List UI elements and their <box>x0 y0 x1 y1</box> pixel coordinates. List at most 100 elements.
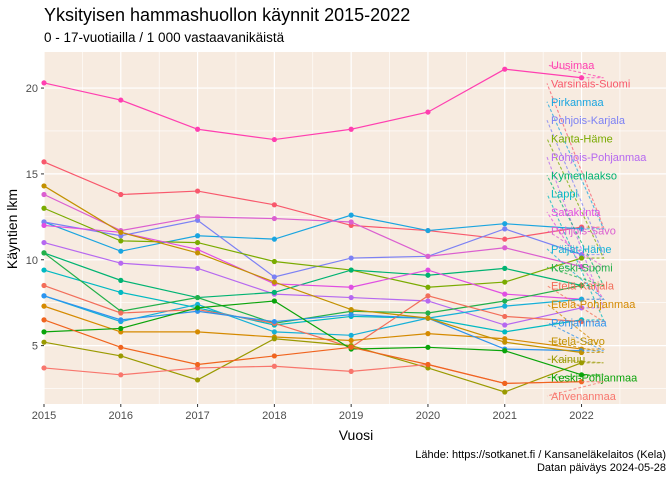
data-point <box>118 260 124 266</box>
series-line <box>43 219 582 278</box>
data-point <box>425 315 431 321</box>
x-tick-label: 2018 <box>262 410 286 422</box>
label-leader-line <box>546 248 605 300</box>
series-label-group: Uusimaa <box>546 60 604 79</box>
data-point <box>348 312 354 318</box>
label-leader-line <box>546 358 604 364</box>
data-point <box>425 272 431 278</box>
data-point <box>194 305 201 311</box>
series-label-group: Kanta-Häme <box>546 134 613 259</box>
data-point <box>271 298 277 304</box>
y-tick-label: 15 <box>26 169 38 181</box>
series-label-group: Pirkanmaa <box>546 97 604 230</box>
data-point <box>348 332 354 338</box>
data-point <box>271 136 277 143</box>
x-tick-label: 2019 <box>339 410 363 422</box>
series-line <box>43 300 582 376</box>
data-point <box>502 279 508 285</box>
series-label-group: Keski-Pohjanmaa <box>546 373 638 385</box>
data-point <box>425 109 431 115</box>
series-label: Etelä-Savo <box>551 336 605 348</box>
label-leader-line <box>546 266 604 287</box>
data-point <box>502 348 508 354</box>
series-line <box>43 252 582 299</box>
data-point <box>502 389 508 395</box>
data-point <box>118 353 124 359</box>
x-tick-label: 2017 <box>185 410 209 422</box>
label-leader-line <box>546 285 606 323</box>
series-line <box>43 185 582 354</box>
y-tick-label: 5 <box>32 341 38 353</box>
data-point <box>425 361 431 368</box>
data-point <box>118 277 124 283</box>
data-point <box>118 191 124 198</box>
series-line <box>43 214 582 252</box>
data-point <box>502 291 508 297</box>
data-point <box>118 310 124 316</box>
series-pirkanmaa <box>41 212 585 254</box>
label-leader-line <box>546 230 606 268</box>
data-point <box>271 353 277 359</box>
data-point <box>41 222 47 229</box>
series-label-group: Ahvenanmaa <box>546 381 617 403</box>
y-axis-title: Käyntien lkm <box>4 189 20 269</box>
data-point <box>118 229 124 235</box>
series-line <box>43 338 582 393</box>
data-point <box>41 365 47 371</box>
data-point <box>41 239 47 246</box>
data-point <box>425 293 431 299</box>
data-point <box>348 284 354 290</box>
label-leader-line <box>546 381 604 397</box>
data-point <box>118 317 124 323</box>
data-point <box>41 250 47 256</box>
data-point <box>41 303 47 309</box>
data-point <box>348 294 354 301</box>
series-label: Keski-Pohjanmaa <box>551 373 638 385</box>
series-label: Päijät-Häme <box>551 244 612 256</box>
series-label-group: Pohjois-Pohjanmaa <box>546 152 647 309</box>
series-label-group: Pohjanmaa <box>546 317 608 352</box>
series-label: Pohjois-Pohjanmaa <box>551 152 647 164</box>
data-point <box>41 80 47 86</box>
data-point <box>194 214 201 220</box>
data-point <box>271 236 277 242</box>
x-tick-label: 2021 <box>492 410 516 422</box>
data-point <box>502 303 508 309</box>
y-axis: 5 10 15 20 <box>26 83 44 353</box>
series-label: Keski-Suomi <box>551 262 613 274</box>
data-point <box>348 267 354 273</box>
data-point <box>502 66 508 72</box>
data-point <box>271 363 277 369</box>
label-leader-line <box>546 156 605 309</box>
series-labels: Uusimaa Varsinais-Suomi Pirkanmaa Pohjois-K… <box>546 60 647 403</box>
data-point <box>41 329 47 335</box>
series-pohjois-savo <box>41 191 585 270</box>
data-point <box>425 227 431 234</box>
data-point <box>118 325 124 332</box>
data-point <box>502 221 508 227</box>
data-point <box>194 329 201 335</box>
data-point <box>41 282 47 289</box>
data-point <box>502 226 508 232</box>
data-point <box>41 183 47 189</box>
data-point <box>194 294 201 301</box>
data-point <box>118 372 124 378</box>
data-point <box>348 212 354 218</box>
series-label-group: Etelä-Savo <box>546 336 605 354</box>
caption-source: Lähde: https://sotkanet.fi / Kansaneläke… <box>415 449 666 461</box>
data-point <box>118 248 124 254</box>
data-point <box>118 289 124 295</box>
label-leader-line <box>546 340 604 354</box>
label-leader-line <box>546 119 605 256</box>
data-point <box>502 298 508 304</box>
series-label: Pohjanmaa <box>551 317 608 329</box>
data-point <box>271 336 277 342</box>
data-point <box>271 258 277 265</box>
data-point <box>271 279 277 285</box>
data-point <box>348 344 354 350</box>
data-point <box>118 238 124 244</box>
data-point <box>271 329 277 335</box>
grid-lines <box>43 52 666 404</box>
data-point <box>348 219 354 225</box>
